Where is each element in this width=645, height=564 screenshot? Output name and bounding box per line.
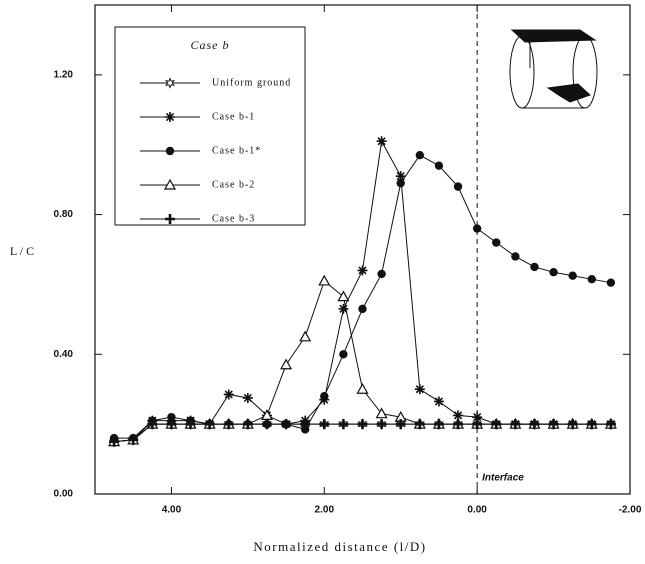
marker — [511, 252, 520, 261]
y-tick-label: 0.00 — [54, 489, 74, 500]
legend-box — [114, 26, 306, 226]
marker — [375, 407, 388, 419]
marker — [567, 419, 578, 430]
marker — [204, 419, 215, 430]
marker — [223, 419, 234, 430]
annotation: Interface — [482, 473, 524, 484]
marker — [395, 171, 406, 182]
marker — [568, 271, 577, 280]
marker — [185, 419, 196, 430]
x-tick-label: -2.00 — [619, 505, 642, 516]
marker — [242, 419, 253, 430]
marker — [605, 419, 616, 430]
marker — [376, 136, 387, 147]
marker — [453, 410, 464, 421]
marker — [492, 238, 501, 247]
marker — [358, 304, 367, 314]
marker — [338, 419, 349, 430]
marker — [147, 419, 158, 430]
marker — [510, 419, 521, 430]
legend-label: Case b-2 — [212, 179, 255, 190]
marker — [128, 434, 139, 445]
legend-label: Uniform ground — [212, 77, 291, 88]
marker — [472, 412, 483, 423]
marker — [357, 265, 368, 276]
marker — [549, 268, 558, 277]
inset-diagram — [509, 29, 598, 109]
legend-label: Case b-1 — [212, 111, 255, 122]
marker — [261, 419, 272, 430]
x-tick-label: 4.00 — [162, 505, 182, 516]
legend-title: Case b — [191, 38, 230, 52]
marker — [109, 436, 120, 447]
series-layer — [108, 136, 617, 448]
marker — [281, 419, 292, 430]
marker — [318, 274, 331, 286]
marker — [396, 178, 405, 188]
marker — [280, 358, 293, 370]
marker — [606, 278, 616, 287]
marker — [320, 392, 329, 401]
marker — [339, 350, 348, 359]
marker — [357, 419, 368, 430]
legend-label: Case b-3 — [212, 213, 255, 224]
legend-marker — [164, 77, 176, 89]
legend-marker — [165, 112, 175, 122]
marker — [242, 392, 253, 403]
legend-marker — [163, 178, 177, 190]
marker — [453, 419, 464, 430]
marker — [453, 182, 463, 191]
marker — [376, 419, 387, 430]
marker — [356, 382, 369, 394]
marker — [491, 419, 502, 430]
marker — [530, 262, 539, 272]
marker — [377, 269, 386, 279]
x-tick-label: 2.00 — [315, 505, 335, 516]
y-tick-label: 0.80 — [54, 209, 74, 220]
marker — [299, 330, 312, 342]
marker — [586, 419, 597, 430]
marker — [166, 419, 177, 430]
marker — [414, 384, 425, 395]
marker — [433, 396, 444, 407]
legend: Case b Uniform ground Case b-1 Case b-1* Ca… — [114, 26, 306, 226]
plot-frame — [94, 4, 631, 495]
y-tick-label: 1.20 — [54, 69, 74, 80]
marker — [223, 389, 234, 400]
marker — [415, 150, 425, 160]
marker — [433, 419, 444, 430]
x-tick-label: 0.00 — [467, 505, 487, 516]
legend-label: Case b-1* — [212, 145, 261, 156]
marker — [395, 419, 406, 430]
legend-marker — [165, 214, 175, 224]
marker — [529, 419, 540, 430]
marker — [414, 419, 425, 430]
marker — [338, 303, 349, 314]
x-axis-label: Normalized distance (l/D) — [253, 539, 426, 554]
marker — [587, 274, 596, 284]
marker — [337, 290, 350, 302]
marker — [300, 419, 311, 430]
marker — [434, 161, 444, 170]
legend-marker — [165, 146, 175, 156]
y-tick-label: 0.40 — [54, 349, 74, 360]
marker — [548, 419, 559, 430]
y-axis-label: L / C — [10, 244, 34, 258]
marker — [319, 419, 330, 430]
